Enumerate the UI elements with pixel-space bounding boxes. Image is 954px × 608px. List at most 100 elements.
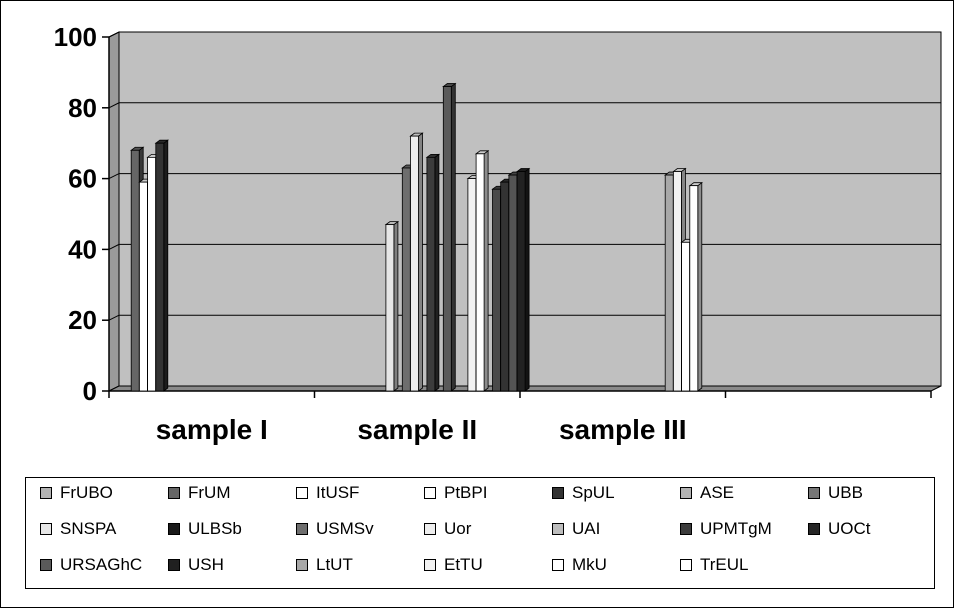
legend-swatch [680,523,692,535]
bar-side [483,150,489,392]
legend-swatch [40,559,52,571]
legend-label: PtBPI [444,483,488,502]
legend-swatch [808,487,820,499]
legend-label: SpUL [572,483,615,502]
legend-swatch [40,487,52,499]
bar [516,171,526,392]
bar-chart: 0 20 40 60 80 100 sample I sample II sample III [54,22,942,445]
legend-swatch [296,487,308,499]
y-tick-label: 80 [68,93,97,123]
legend-swatch [552,487,564,499]
bar [385,224,395,392]
legend-item: USH [168,554,224,576]
bar [681,241,690,392]
legend-item: FrUM [168,482,230,504]
plot-side-wall [108,31,120,392]
legend-label: URSAGhC [60,555,143,574]
x-category-label: sample II [357,414,477,445]
legend-swatch [680,559,692,571]
y-tick-label: 60 [68,164,97,194]
y-tick-label: 20 [68,305,97,335]
bar [689,185,699,392]
legend-item: Uor [424,518,471,540]
gridline [108,102,941,109]
bar-side [524,167,530,392]
legend-swatch [40,523,52,535]
legend-label: USH [188,555,224,574]
legend-label: ItUSF [316,483,360,502]
legend-item: ULBSb [168,518,242,540]
bar-side [163,139,169,392]
legend-label: Uor [444,519,472,538]
legend-swatch [424,559,436,571]
legend-label: MkU [572,555,607,574]
legend-item: URSAGhC [40,554,142,576]
bar [664,174,674,392]
bar [147,156,157,392]
bar [130,149,140,392]
bar-side [418,132,423,392]
legend-item: ASE [680,482,734,504]
legend: FrUBO FrUM ItUSF PtBPI SpUL ASE UBB SNSPA ULBSb U… [25,477,935,589]
bar [442,86,452,392]
legend-swatch [552,523,564,535]
bar [467,178,477,392]
legend-label: SNSPA [60,519,117,538]
legend-item: FrUBO [40,482,113,504]
legend-label: FrUBO [60,483,113,502]
bar [673,171,682,392]
legend-label: UPMTgM [700,519,772,538]
bar [155,142,165,392]
legend-item: EtTU [424,554,483,576]
legend-swatch [168,559,180,571]
bar [475,153,485,392]
y-tick-label: 0 [83,376,97,406]
legend-label: ASE [700,483,735,502]
legend-item: TrEUL [680,554,749,576]
legend-swatch [680,487,692,499]
legend-item: UAI [552,518,600,540]
bar-side [450,82,456,392]
bar [138,181,148,392]
legend-swatch [424,487,436,499]
legend-item: PtBPI [424,482,487,504]
bar [426,156,436,392]
legend-swatch [552,559,564,571]
legend-swatch [168,523,180,535]
legend-item: LtUT [296,554,353,576]
legend-swatch [168,487,180,499]
bar-side [434,153,440,392]
bar-side [697,181,703,392]
plot-back-wall [118,31,942,387]
legend-item: UBB [808,482,863,504]
bar [410,135,419,392]
y-tick-label: 40 [68,234,97,264]
x-category-label: sample III [559,414,687,445]
legend-swatch [296,559,308,571]
gridline [108,31,941,38]
legend-label: TrEUL [700,555,749,574]
legend-label: UBB [828,483,863,502]
legend-label: UAI [572,519,601,538]
bar [492,188,501,392]
bar [508,174,518,392]
legend-swatch [808,523,820,535]
legend-label: UOCt [828,519,871,538]
legend-item: UPMTgM [680,518,772,540]
bar [500,181,510,392]
legend-item: SpUL [552,482,615,504]
legend-label: ULBSb [188,519,242,538]
legend-label: LtUT [316,555,353,574]
y-tick-label: 100 [54,22,97,52]
legend-item: MkU [552,554,607,576]
legend-swatch [424,523,436,535]
legend-label: FrUM [188,483,231,502]
legend-label: USMSv [316,519,374,538]
bar [401,167,411,392]
legend-item: USMSv [296,518,374,540]
legend-item: SNSPA [40,518,116,540]
legend-label: EtTU [444,555,483,574]
bar-side [393,220,399,392]
legend-item: ItUSF [296,482,359,504]
